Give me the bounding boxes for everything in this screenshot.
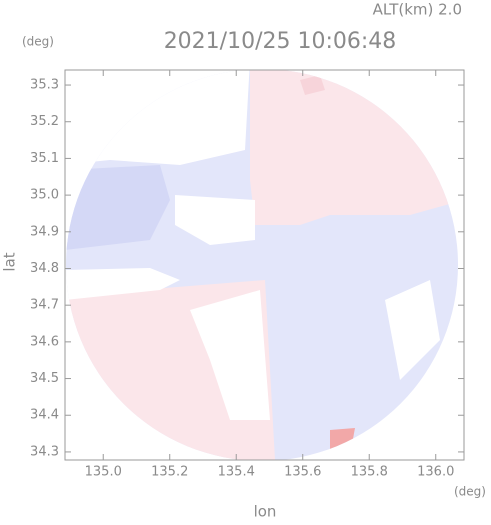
y-unit: (deg)	[22, 35, 54, 49]
y-tick-label: 34.6	[30, 334, 59, 349]
y-tick-label: 34.8	[30, 261, 59, 276]
y-axis-label: lat	[1, 252, 19, 271]
y-tick-label: 34.9	[30, 224, 59, 239]
y-tick-label: 35.1	[30, 151, 59, 166]
y-tick-label: 34.4	[30, 408, 59, 423]
radar-field	[66, 70, 458, 460]
x-unit: (deg)	[454, 485, 486, 499]
x-tick-label: 136.0	[417, 465, 454, 480]
x-axis-label: lon	[254, 503, 277, 521]
chart-title: 2021/10/25 10:06:48	[164, 29, 397, 54]
x-tick-label: 135.8	[351, 465, 388, 480]
y-tick-label: 34.5	[30, 371, 59, 386]
y-tick-label: 35.0	[30, 188, 59, 203]
x-tick-label: 135.2	[151, 465, 188, 480]
x-tick-label: 135.6	[284, 465, 321, 480]
x-tick-label: 135.4	[218, 465, 255, 480]
altitude-label: ALT(km) 2.0	[373, 1, 462, 19]
x-tick-label: 135.0	[85, 465, 122, 480]
plot-frame	[64, 69, 465, 461]
y-tick-label: 35.3	[30, 78, 59, 93]
y-tick-label: 35.2	[30, 114, 59, 129]
y-tick-label: 34.7	[30, 298, 59, 313]
y-tick-label: 34.3	[30, 444, 59, 459]
